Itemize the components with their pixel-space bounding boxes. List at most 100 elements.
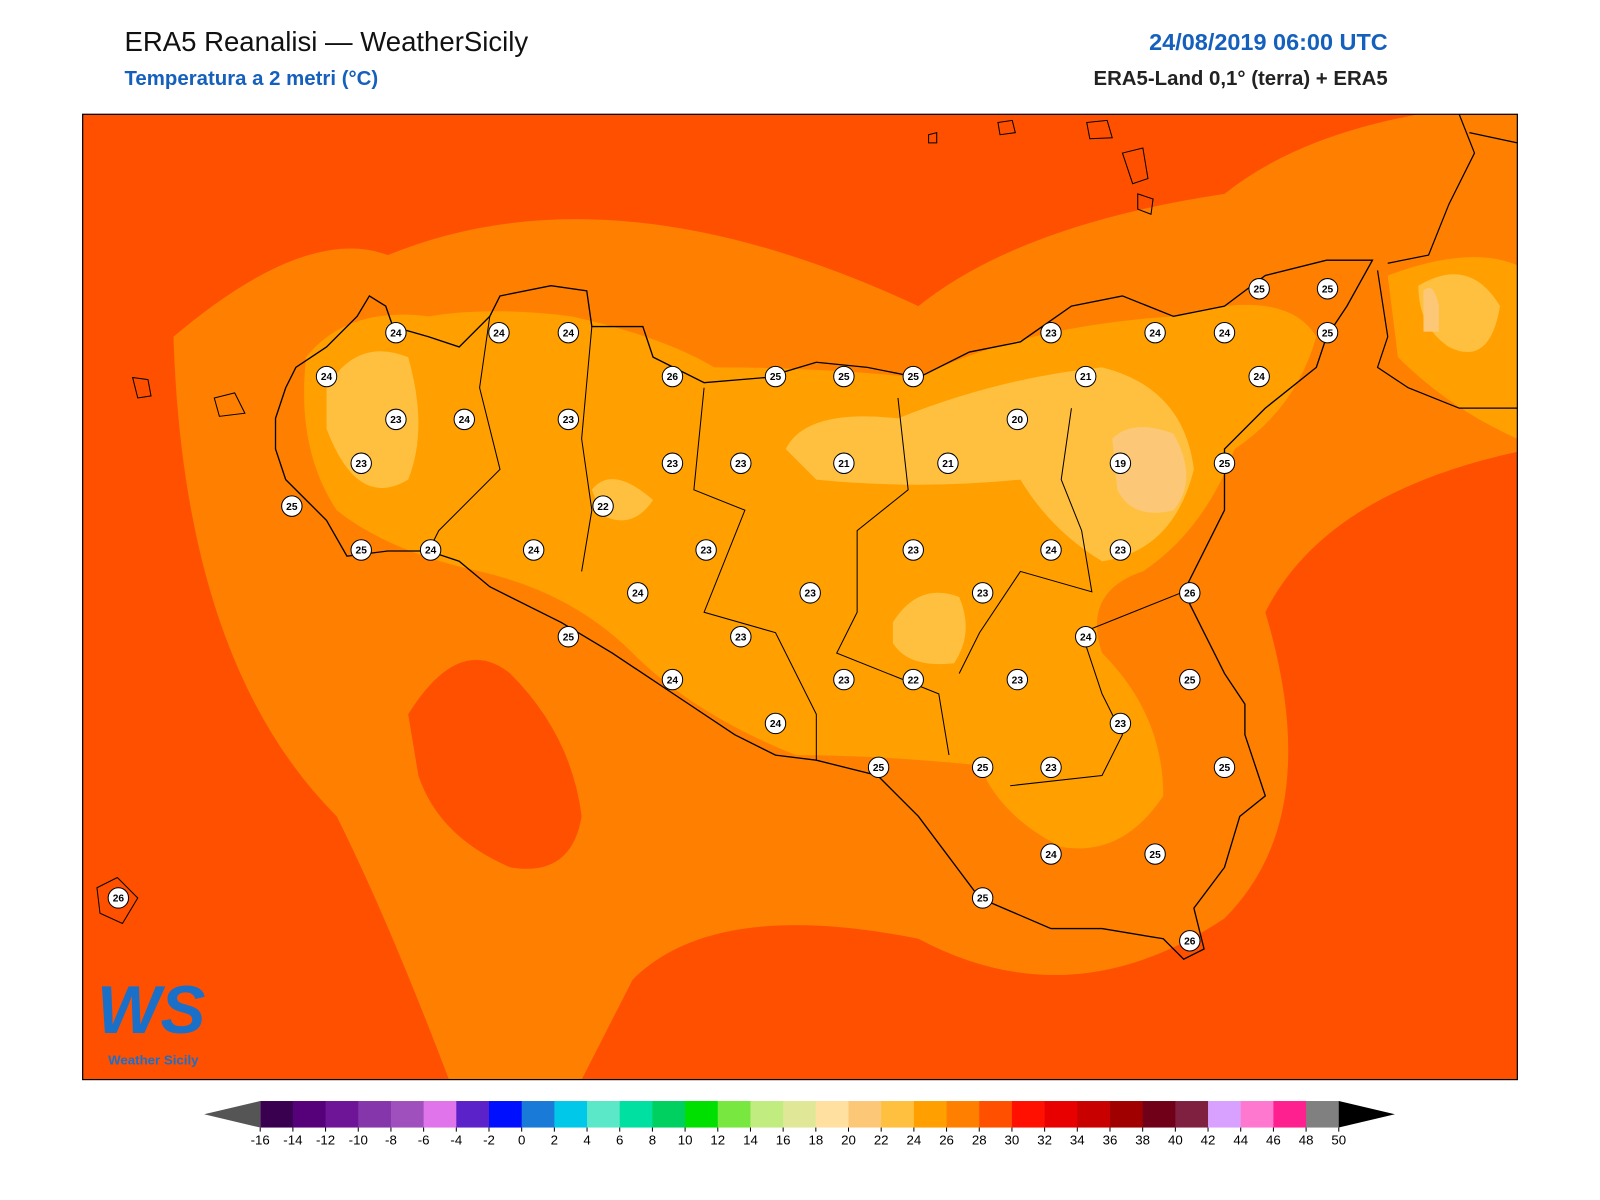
station-value: 24: [1045, 546, 1057, 557]
station-value: 23: [1115, 719, 1127, 730]
colorbar-swatch: [815, 1101, 850, 1128]
colorbar-tick-label: 36: [1103, 1132, 1118, 1147]
colorbar-swatch: [685, 1101, 719, 1128]
station-value: 24: [425, 546, 437, 557]
station-marker: [902, 539, 924, 561]
station-marker: [1006, 408, 1029, 431]
station-value: 20: [1012, 415, 1024, 426]
station-value: 21: [838, 459, 850, 470]
station-value: 23: [1012, 675, 1024, 686]
colorbar-tick-label: 48: [1299, 1132, 1314, 1147]
colorbar-swatch: [456, 1101, 490, 1128]
station-value: 26: [1184, 589, 1196, 600]
station-value: 22: [597, 502, 609, 513]
province-borders: [428, 316, 1184, 787]
station-marker: [557, 408, 580, 431]
colorbar-swatch: [1109, 1101, 1144, 1128]
colorbar-tick-label: 18: [808, 1132, 823, 1147]
station-value: 23: [1045, 763, 1057, 774]
colorbar-tick-label: 26: [939, 1132, 954, 1147]
station-marker: [557, 321, 580, 344]
station-marker: [867, 756, 890, 779]
colorbar-tick-label: 42: [1201, 1132, 1216, 1147]
colorbar-swatch: [979, 1101, 1013, 1128]
logo: WS Weather Sicily: [97, 973, 206, 1068]
map: 24 24 24 24 23 24 23 23 26 25 25 25 23 24 24 25 25 25 21 24…: [82, 114, 1518, 1080]
colorbar-tick-label: -8: [385, 1132, 397, 1147]
colorbar-swatch: [488, 1101, 523, 1128]
station-value: 23: [908, 546, 920, 557]
station-value: 19: [1115, 459, 1127, 470]
station-marker: [627, 582, 649, 604]
colorbar-tick-label: 4: [583, 1132, 590, 1147]
station-marker: [488, 321, 510, 344]
coastline-calabria: [1376, 114, 1518, 409]
station-marker: [1006, 668, 1029, 691]
station-value: 25: [908, 372, 920, 383]
station-marker: [1109, 539, 1132, 561]
colorbar-over: [1338, 1101, 1395, 1128]
station-marker: [1248, 365, 1270, 388]
colorbar-swatch: [1077, 1101, 1111, 1128]
station-marker: [1316, 321, 1339, 344]
station-marker: [1040, 756, 1062, 779]
coastline-sicily: [274, 259, 1374, 960]
colorbar-tick-label: 20: [841, 1132, 856, 1147]
station-marker: [350, 452, 372, 474]
station-value: 24: [667, 675, 679, 686]
subtitle: Temperatura a 2 metri (°C): [124, 68, 378, 90]
station-value: 25: [873, 763, 885, 774]
colorbar-tick-label: 16: [776, 1132, 791, 1147]
station-marker: [902, 668, 924, 691]
colorbar-swatch: [390, 1101, 425, 1128]
colorbar-swatch: [325, 1101, 359, 1128]
station-value: 24: [563, 328, 575, 339]
station-value: 24: [770, 719, 782, 730]
station-value: 26: [1184, 937, 1196, 948]
colorbar-tick-label: 34: [1070, 1132, 1085, 1147]
colorbar-tick-label: 28: [972, 1132, 987, 1147]
colorbar-tick-label: 32: [1037, 1132, 1052, 1147]
station-value: 23: [390, 415, 402, 426]
colorbar-swatch: [1273, 1101, 1307, 1128]
colorbar-tick-label: 40: [1168, 1132, 1183, 1147]
datetime: 24/08/2019 06:00 UTC: [1149, 29, 1388, 55]
station-marker: [1213, 321, 1236, 344]
colorbar-tick-label: 10: [678, 1132, 693, 1147]
station-value: 25: [1219, 763, 1231, 774]
station-value: 22: [908, 675, 920, 686]
colorbar-swatch: [913, 1101, 948, 1128]
station-marker: [1075, 365, 1097, 388]
station-marker: [937, 452, 959, 474]
station-marker: [1179, 930, 1201, 952]
colorbar-tick-label: 38: [1135, 1132, 1150, 1147]
station-value: 24: [632, 589, 644, 600]
contour-22: [326, 274, 1500, 665]
station-marker: [281, 495, 303, 517]
station-marker: [557, 626, 580, 648]
station-value: 23: [356, 459, 368, 470]
station-marker: [661, 452, 684, 474]
colorbar-swatch: [750, 1101, 784, 1128]
station-marker: [1213, 756, 1236, 779]
contour-20: [1112, 287, 1439, 513]
station-value: 25: [1219, 459, 1231, 470]
station-marker: [1248, 278, 1270, 300]
station-value: 23: [1115, 546, 1127, 557]
station-value: 26: [113, 894, 125, 905]
station-value: 21: [1080, 372, 1092, 383]
colorbar-swatch: [619, 1101, 653, 1128]
colorbar-tick-label: -6: [418, 1132, 430, 1147]
station-marker: [1179, 668, 1201, 691]
station-marker: [1075, 626, 1097, 648]
colorbar-swatch: [717, 1101, 751, 1128]
colorbar-swatch: [1044, 1101, 1078, 1128]
colorbar-swatch: [587, 1101, 621, 1128]
colorbar-swatch: [1306, 1101, 1340, 1128]
station-value: 24: [1045, 850, 1057, 861]
station-marker: [833, 668, 855, 691]
stations: 24 24 24 24 23 24 23 23 26 25 25 25 23 24 24 25 25 25 21 24…: [107, 278, 1339, 952]
colorbar-swatch: [783, 1101, 817, 1128]
station-value: 25: [1322, 328, 1334, 339]
station-value: 25: [286, 502, 298, 513]
